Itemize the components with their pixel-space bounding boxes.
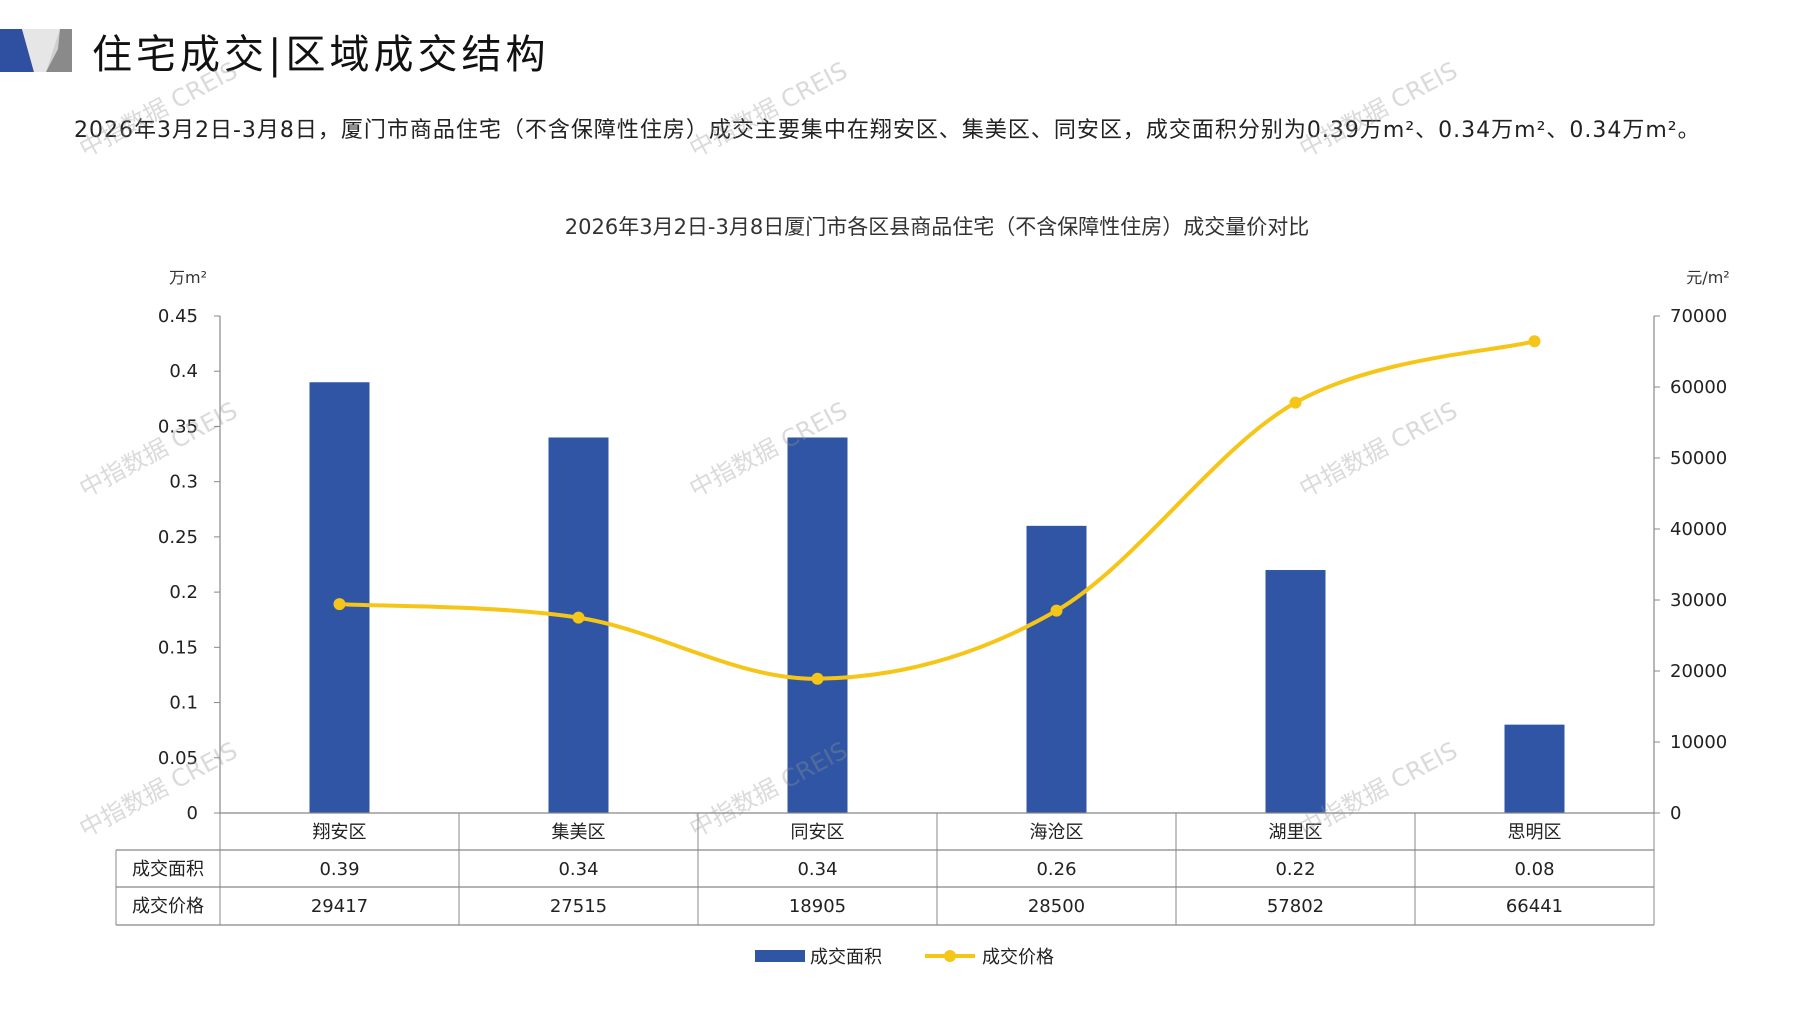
left-tick-label: 0.4 xyxy=(169,361,198,382)
legend-bar-swatch xyxy=(755,950,805,962)
price-value: 29417 xyxy=(311,896,368,917)
area-value: 0.22 xyxy=(1275,859,1315,880)
bar-海沧区 xyxy=(1026,525,1087,813)
category-label: 湖里区 xyxy=(1269,822,1323,843)
category-label: 海沧区 xyxy=(1030,822,1084,843)
legend-line-marker xyxy=(944,950,956,962)
price-point-思明区 xyxy=(1528,335,1541,348)
summary-text: 2026年3月2日-3月8日，厦门市商品住宅（不含保障性住房）成交主要集中在翔安… xyxy=(74,118,1701,143)
left-axis-unit: 万m² xyxy=(169,268,207,287)
price-value: 57802 xyxy=(1267,896,1324,917)
right-tick-label: 0 xyxy=(1670,803,1681,824)
page-title: 住宅成交|区域成交结构 xyxy=(92,32,550,78)
right-tick-label: 40000 xyxy=(1670,519,1727,540)
left-tick-label: 0.15 xyxy=(158,637,198,658)
price-line xyxy=(339,339,1535,681)
left-tick-label: 0.45 xyxy=(158,306,198,327)
left-tick-label: 0.35 xyxy=(158,416,198,437)
category-label: 集美区 xyxy=(552,822,606,843)
bar-湖里区 xyxy=(1265,570,1326,813)
bar-集美区 xyxy=(548,437,609,813)
category-label: 翔安区 xyxy=(313,822,367,843)
area-value: 0.39 xyxy=(319,859,359,880)
table-row-label-area: 成交面积 xyxy=(132,859,204,880)
area-value: 0.08 xyxy=(1514,859,1554,880)
left-tick-label: 0.05 xyxy=(158,748,198,769)
category-label: 同安区 xyxy=(791,822,845,843)
right-tick-label: 30000 xyxy=(1670,590,1727,611)
logo-mark xyxy=(0,29,72,72)
price-point-翔安区 xyxy=(333,598,346,611)
right-tick-label: 20000 xyxy=(1670,661,1727,682)
category-label: 思明区 xyxy=(1508,822,1562,843)
price-point-同安区 xyxy=(811,672,824,685)
bar-同安区 xyxy=(787,437,848,813)
right-tick-label: 50000 xyxy=(1670,448,1727,469)
price-point-湖里区 xyxy=(1289,396,1302,409)
right-axis-unit: 元/m² xyxy=(1686,268,1729,287)
left-tick-label: 0.1 xyxy=(169,693,198,714)
price-point-集美区 xyxy=(572,611,585,624)
price-point-海沧区 xyxy=(1050,604,1063,617)
area-value: 0.34 xyxy=(797,859,837,880)
area-value: 0.34 xyxy=(558,859,598,880)
left-tick-label: 0 xyxy=(187,803,198,824)
bar-思明区 xyxy=(1504,724,1565,813)
right-tick-label: 60000 xyxy=(1670,377,1727,398)
left-tick-label: 0.3 xyxy=(169,472,198,493)
price-value: 27515 xyxy=(550,896,607,917)
right-tick-label: 10000 xyxy=(1670,732,1727,753)
table-row-label-price: 成交价格 xyxy=(132,896,204,917)
price-value: 66441 xyxy=(1506,896,1563,917)
chart-title: 2026年3月2日-3月8日厦门市各区县商品住宅（不含保障性住房）成交量价对比 xyxy=(565,215,1309,239)
left-tick-label: 0.2 xyxy=(169,582,198,603)
area-value: 0.26 xyxy=(1036,859,1076,880)
bar-翔安区 xyxy=(309,382,370,813)
legend-bar-label: 成交面积 xyxy=(810,947,882,968)
legend-line-label: 成交价格 xyxy=(982,947,1054,968)
price-value: 18905 xyxy=(789,896,846,917)
left-tick-label: 0.25 xyxy=(158,527,198,548)
right-tick-label: 70000 xyxy=(1670,306,1727,327)
price-value: 28500 xyxy=(1028,896,1085,917)
